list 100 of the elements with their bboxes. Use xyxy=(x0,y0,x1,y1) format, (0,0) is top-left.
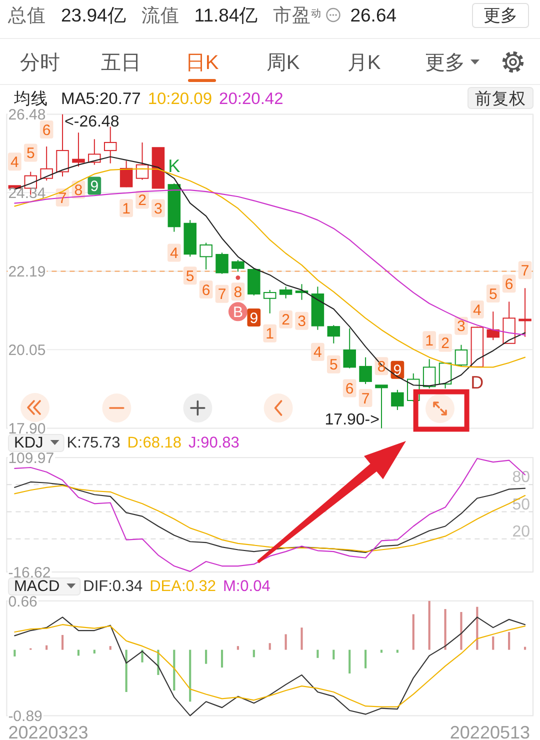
text: K:75.73 xyxy=(66,434,120,452)
bar xyxy=(412,614,414,650)
ref-line-label: 50 xyxy=(512,496,530,514)
annotation: 3 xyxy=(298,313,306,330)
annotation: 4 xyxy=(314,344,322,362)
annotation: 4 xyxy=(10,154,19,171)
annotation: 6 xyxy=(42,122,51,139)
candlestick xyxy=(518,288,532,338)
annotation: 7 xyxy=(520,262,530,280)
category-label: 月K xyxy=(347,52,382,74)
bar xyxy=(205,650,208,664)
annotation: 9 xyxy=(393,362,402,380)
annotation: 1 xyxy=(425,332,434,350)
bar xyxy=(460,612,462,650)
y-tick-label: -0.89 xyxy=(8,708,42,726)
bar xyxy=(508,632,510,650)
category-label: 日K xyxy=(185,52,220,74)
candlestick xyxy=(104,126,117,164)
y-tick-label: 109.97 xyxy=(8,450,54,467)
annotation: 2 xyxy=(282,312,290,329)
text: 流值 xyxy=(141,4,180,26)
line-series xyxy=(14,624,526,708)
annotation: 3 xyxy=(457,318,466,336)
category-label: 分时 xyxy=(20,52,60,74)
annotation: 6 xyxy=(504,276,514,293)
candlestick xyxy=(343,328,356,369)
annotation: B xyxy=(232,304,243,321)
annotation: 2 xyxy=(441,335,450,352)
annotation: 9 xyxy=(90,178,99,196)
text: 20220513 xyxy=(450,722,530,740)
y-tick-label: 24.34 xyxy=(8,185,46,202)
bar xyxy=(173,650,176,691)
text: 20220323 xyxy=(8,722,88,740)
bar xyxy=(524,646,526,650)
annotation: 5 xyxy=(488,286,498,303)
bar xyxy=(236,646,239,650)
bar xyxy=(428,600,430,650)
text: 市盈$^{动}$ xyxy=(273,4,322,26)
ref-line-label: 80 xyxy=(512,469,530,486)
annotation: 7 xyxy=(361,390,370,408)
bar xyxy=(492,636,494,650)
series-label: DIF:0.34 xyxy=(83,578,143,595)
text: M:0.04 xyxy=(222,578,271,595)
annotation: 4 xyxy=(170,245,178,262)
text: D:68.18 xyxy=(127,434,182,452)
y-tick-label: 20.05 xyxy=(8,342,46,360)
category-label: 更多 xyxy=(425,52,465,74)
annotation: 4 xyxy=(473,302,482,319)
y-tick-label: 26.48 xyxy=(8,106,46,124)
legend-title: 均线 xyxy=(13,90,48,108)
bar xyxy=(61,634,64,650)
annotation: 8 xyxy=(234,284,242,301)
annotation: 17.90-> xyxy=(324,411,380,428)
bar xyxy=(77,650,80,656)
bar xyxy=(109,646,112,650)
candlestick xyxy=(152,147,165,189)
bar xyxy=(300,628,303,650)
bar xyxy=(252,650,255,658)
annotation: 6 xyxy=(202,282,210,299)
bar xyxy=(316,650,319,658)
annotation: 5 xyxy=(186,268,194,285)
text: DEA:0.32 xyxy=(150,578,216,595)
text: 20:20.42 xyxy=(219,90,284,108)
bar xyxy=(125,650,128,692)
annotation: 1 xyxy=(266,326,274,343)
text: 更多 xyxy=(484,6,518,25)
text: 总值 xyxy=(7,4,46,26)
bar xyxy=(444,609,446,650)
annotation: <-26.48 xyxy=(64,113,120,130)
annotation: 5 xyxy=(329,356,338,374)
y-tick-label: 0.66 xyxy=(8,593,38,610)
candlestick xyxy=(502,301,516,344)
bar xyxy=(364,650,367,668)
text: J:90.83 xyxy=(188,434,240,452)
bar xyxy=(332,650,335,660)
annotation: D xyxy=(470,372,484,392)
bar xyxy=(284,634,287,650)
bar xyxy=(189,650,192,702)
annotation: 6 xyxy=(345,380,354,398)
bar xyxy=(268,643,271,650)
annotation: 3 xyxy=(154,200,162,218)
text: MA5:20.77 xyxy=(61,90,141,108)
category-label: 五日 xyxy=(101,52,141,74)
bar xyxy=(46,645,48,650)
annotation: 8 xyxy=(74,182,83,199)
text: 23.94亿 xyxy=(61,4,126,26)
annotation: K xyxy=(168,156,180,176)
ref-line-label: 20 xyxy=(512,523,530,540)
annotation: 9 xyxy=(250,310,258,327)
bar xyxy=(348,650,351,674)
text: 前复权 xyxy=(475,90,526,108)
bar xyxy=(220,650,224,668)
category-label: 周K xyxy=(266,52,300,74)
annotation: 5 xyxy=(26,145,35,162)
bar xyxy=(14,650,16,656)
candlestick xyxy=(88,138,101,166)
text: 26.64 xyxy=(350,4,397,26)
text: 11.84亿 xyxy=(194,4,258,26)
annotation: 2 xyxy=(138,192,146,210)
annotation: 7 xyxy=(218,286,226,304)
